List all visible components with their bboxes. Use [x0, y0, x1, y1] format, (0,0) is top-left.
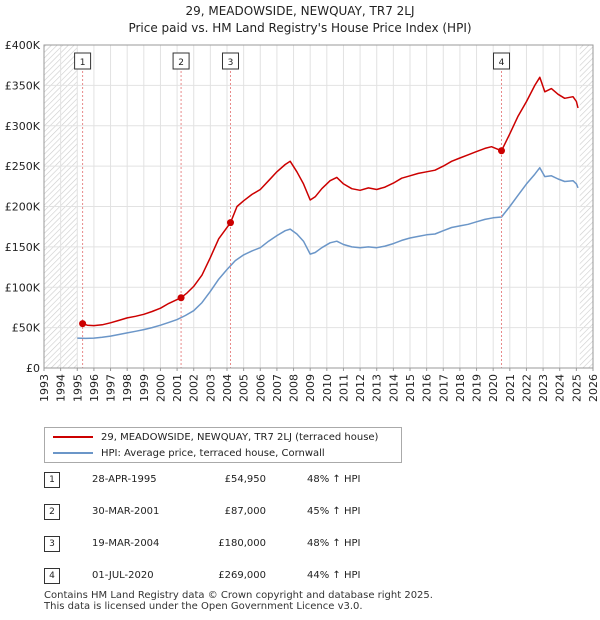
sale-label: 2: [178, 58, 184, 68]
sale-date: 30-MAR-2001: [92, 506, 160, 517]
legend-item-property: 29, MEADOWSIDE, NEWQUAY, TR7 2LJ (terrac…: [53, 429, 378, 445]
sale-hpi-diff: 44% ↑ HPI: [307, 570, 361, 581]
x-tick-label: 2019: [471, 374, 484, 402]
x-tick-label: 1994: [55, 374, 68, 402]
table-row: 2 30-MAR-2001 £87,000 45% ↑ HPI: [44, 504, 464, 522]
sale-price: £54,950: [224, 474, 266, 485]
legend-swatch-hpi: [53, 452, 93, 454]
x-tick-label: 2016: [421, 374, 434, 402]
y-tick-label: £200K: [5, 201, 41, 214]
x-tick-label: 2025: [570, 374, 583, 402]
x-tick-label: 2000: [154, 374, 167, 402]
sale-date: 01-JUL-2020: [92, 570, 154, 581]
x-tick-label: 2001: [171, 374, 184, 402]
x-tick-label: 2026: [587, 374, 600, 402]
legend-label-property: 29, MEADOWSIDE, NEWQUAY, TR7 2LJ (terrac…: [101, 431, 379, 443]
sale-number-badge: 2: [44, 504, 60, 520]
sale-point: [498, 147, 505, 155]
sale-number-badge: 3: [44, 536, 60, 552]
x-tick-label: 2023: [537, 374, 550, 402]
y-tick-label: £100K: [5, 281, 41, 294]
footer-copyright: Contains HM Land Registry data © Crown c…: [44, 590, 433, 601]
plot-frame: [43, 44, 594, 369]
sale-hpi-diff: 45% ↑ HPI: [307, 506, 361, 517]
legend-item-hpi: HPI: Average price, terraced house, Corn…: [53, 445, 325, 461]
sale-point: [226, 219, 234, 227]
x-tick-label: 2013: [371, 374, 384, 402]
sale-price: £269,000: [218, 570, 266, 581]
x-tick-label: 2020: [487, 374, 500, 402]
sale-point: [177, 294, 185, 302]
x-tick-label: 1997: [105, 374, 118, 402]
x-tick-label: 2012: [354, 374, 367, 402]
sale-price: £180,000: [218, 538, 266, 549]
x-tick-label: 1996: [88, 374, 101, 402]
x-tick-label: 2014: [387, 374, 400, 402]
y-tick-label: £150K: [5, 241, 41, 254]
legend-label-hpi: HPI: Average price, terraced house, Corn…: [101, 447, 325, 459]
sale-hpi-diff: 48% ↑ HPI: [307, 474, 361, 485]
y-tick-label: £50K: [12, 322, 41, 335]
title-line-1: 29, MEADOWSIDE, NEWQUAY, TR7 2LJ: [185, 4, 415, 18]
x-tick-label: 2002: [188, 374, 201, 402]
x-tick-label: 1999: [138, 374, 151, 402]
y-tick-label: £0: [26, 362, 40, 375]
x-tick-label: 2007: [271, 374, 284, 402]
x-tick-label: 2005: [238, 374, 251, 402]
x-tick-label: 2004: [221, 374, 234, 402]
footer: Contains HM Land Registry data © Crown c…: [44, 590, 433, 612]
sale-price: £87,000: [224, 506, 266, 517]
x-tick-label: 1993: [38, 374, 51, 402]
legend-swatch-property: [53, 436, 93, 438]
x-tick-label: 2009: [304, 374, 317, 402]
sale-label-box: [221, 52, 239, 70]
chart-title: 29, MEADOWSIDE, NEWQUAY, TR7 2LJ Price p…: [0, 3, 600, 37]
y-tick-label: £300K: [5, 120, 41, 133]
x-tick-label: 2006: [254, 374, 267, 402]
sale-label: 4: [499, 58, 505, 68]
x-tick-label: 1998: [121, 374, 134, 402]
table-row: 3 19-MAR-2004 £180,000 48% ↑ HPI: [44, 536, 464, 554]
title-line-2: Price paid vs. HM Land Registry's House …: [128, 21, 472, 35]
sale-hpi-diff: 48% ↑ HPI: [307, 538, 361, 549]
x-tick-label: 2015: [404, 374, 417, 402]
y-tick-label: £350K: [5, 79, 41, 92]
legend: 29, MEADOWSIDE, NEWQUAY, TR7 2LJ (terrac…: [44, 427, 402, 463]
hpi-line: [77, 166, 579, 340]
sale-label-box: [74, 52, 92, 70]
x-tick-label: 2008: [288, 374, 301, 402]
x-tick-label: 1995: [71, 374, 84, 402]
x-tick-label: 2022: [520, 374, 533, 402]
table-row: 1 28-APR-1995 £54,950 48% ↑ HPI: [44, 472, 464, 490]
sale-date: 28-APR-1995: [92, 474, 157, 485]
sale-point: [79, 320, 87, 328]
price-paid-line: [82, 76, 579, 327]
sale-date: 19-MAR-2004: [92, 538, 160, 549]
sale-number-badge: 1: [44, 472, 60, 488]
x-tick-label: 2017: [437, 374, 450, 402]
sale-label: 1: [80, 58, 86, 68]
sale-label-box: [493, 52, 510, 70]
x-tick-label: 2021: [504, 374, 517, 402]
x-tick-label: 2018: [454, 374, 467, 402]
sale-label: 3: [228, 58, 234, 68]
sale-number-badge: 4: [44, 568, 60, 584]
table-row: 4 01-JUL-2020 £269,000 44% ↑ HPI: [44, 568, 464, 586]
footer-licence: This data is licensed under the Open Gov…: [44, 601, 363, 612]
price-chart: 1 2 3 4 £0 £50K £100K £150K £200K £250K £300K £350…: [5, 39, 600, 402]
x-tick-label: 2003: [204, 374, 217, 402]
x-tick-label: 2011: [337, 374, 350, 402]
x-tick-label: 2010: [321, 374, 334, 402]
y-tick-label: £400K: [5, 39, 41, 52]
sale-label-box: [172, 52, 190, 70]
y-tick-label: £250K: [5, 160, 41, 173]
x-tick-label: 2024: [554, 374, 567, 402]
